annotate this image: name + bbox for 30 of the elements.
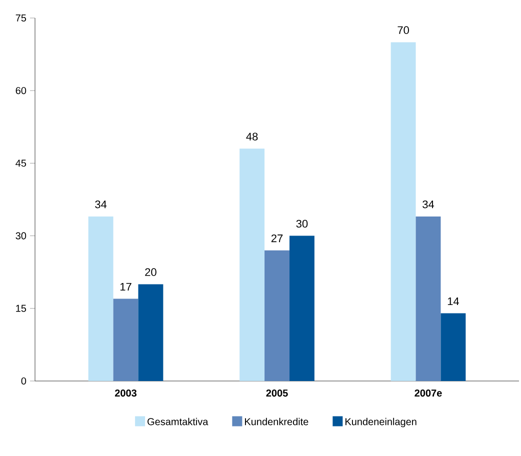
bar bbox=[240, 148, 265, 381]
data-label: 27 bbox=[271, 234, 283, 242]
bar bbox=[390, 42, 416, 381]
x-tick-label: 2003 bbox=[114, 390, 137, 397]
data-label: 17 bbox=[120, 282, 132, 291]
legend-label: Kundeneinlagen bbox=[345, 418, 416, 428]
bar bbox=[264, 250, 290, 381]
y-tick-label: 60 bbox=[16, 87, 26, 94]
data-label: 14 bbox=[448, 297, 459, 306]
data-label: 70 bbox=[398, 26, 409, 34]
bar bbox=[88, 216, 114, 381]
legend-label: Kundenkredite bbox=[244, 418, 308, 426]
y-tick-label: 45 bbox=[16, 160, 26, 167]
bar bbox=[289, 236, 314, 381]
x-tick-label: 2005 bbox=[266, 390, 288, 397]
bar bbox=[416, 216, 441, 381]
legend-label: Gesamtaktiva bbox=[148, 418, 208, 426]
bar bbox=[138, 284, 164, 381]
bar bbox=[440, 313, 466, 381]
y-tick-label: 15 bbox=[16, 304, 26, 312]
data-label: 34 bbox=[95, 200, 107, 208]
data-label: 30 bbox=[296, 220, 308, 228]
data-label: 48 bbox=[246, 132, 258, 140]
data-label: 20 bbox=[145, 268, 156, 276]
y-tick-label: 75 bbox=[16, 14, 26, 22]
x-tick-label: 2007e bbox=[414, 390, 442, 397]
bar bbox=[113, 298, 138, 381]
y-tick-label: 0 bbox=[21, 377, 26, 385]
data-label: 34 bbox=[422, 200, 434, 208]
y-tick-label: 30 bbox=[16, 232, 26, 240]
